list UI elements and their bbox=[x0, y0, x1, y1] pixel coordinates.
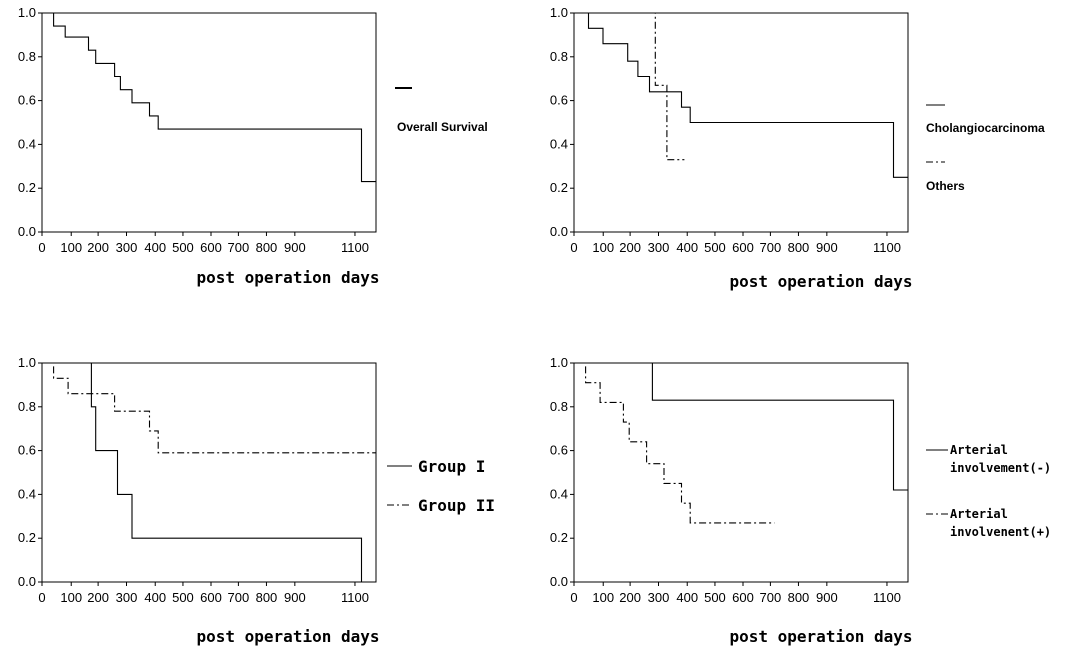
y-tick-label: 1.0 bbox=[18, 355, 36, 370]
x-tick-label: 100 bbox=[60, 240, 82, 255]
series-line-2 bbox=[42, 362, 376, 454]
x-tick-label: 500 bbox=[172, 240, 194, 255]
legend-label-1: Cholangiocarcinoma bbox=[926, 121, 1045, 135]
x-tick-label: 600 bbox=[732, 590, 754, 605]
x-tick-label: 700 bbox=[760, 590, 782, 605]
series-line-1 bbox=[42, 12, 376, 183]
x-tick-label: 600 bbox=[200, 240, 222, 255]
x-axis-label: post operation days bbox=[196, 627, 379, 646]
x-tick-label: 0 bbox=[570, 590, 577, 605]
y-tick-label: 0.8 bbox=[550, 49, 568, 64]
y-tick-label: 0.2 bbox=[550, 180, 568, 195]
x-tick-label: 300 bbox=[648, 590, 670, 605]
x-tick-label: 700 bbox=[228, 240, 250, 255]
x-tick-label: 400 bbox=[144, 590, 166, 605]
x-axis-label: post operation days bbox=[729, 627, 912, 646]
series-line-1 bbox=[42, 362, 363, 582]
y-tick-label: 0.8 bbox=[550, 399, 568, 414]
x-tick-label: 400 bbox=[676, 590, 698, 605]
y-tick-label: 0.0 bbox=[550, 224, 568, 239]
x-tick-label: 200 bbox=[619, 240, 641, 255]
x-tick-label: 700 bbox=[228, 590, 250, 605]
plot-frame bbox=[41, 362, 377, 583]
x-tick-label: 1100 bbox=[341, 590, 369, 605]
series-line-1 bbox=[574, 12, 908, 178]
x-tick-label: 600 bbox=[732, 240, 754, 255]
series-line-2 bbox=[574, 362, 775, 524]
y-tick-label: 0.8 bbox=[18, 399, 36, 414]
x-tick-label: 0 bbox=[570, 240, 577, 255]
x-tick-label: 700 bbox=[760, 240, 782, 255]
x-tick-label: 100 bbox=[592, 590, 614, 605]
x-tick-label: 400 bbox=[676, 240, 698, 255]
x-tick-label: 900 bbox=[284, 240, 306, 255]
y-tick-label: 0.8 bbox=[18, 49, 36, 64]
series-line-1 bbox=[574, 362, 908, 491]
y-tick-label: 0.0 bbox=[18, 224, 36, 239]
legend-label-2: involvenent(+) bbox=[950, 525, 1051, 539]
legend-label-2: Others bbox=[926, 179, 965, 193]
x-tick-label: 800 bbox=[256, 240, 278, 255]
chart-panel-4: 1.0 0.8 0.6 0.4 0.2 0.00 100 200 300 400 500 600 700… bbox=[550, 355, 1051, 646]
x-tick-label: 0 bbox=[38, 240, 45, 255]
x-tick-label: 100 bbox=[60, 590, 82, 605]
x-tick-label: 200 bbox=[87, 590, 109, 605]
x-tick-label: 300 bbox=[116, 590, 138, 605]
plot-frame bbox=[573, 362, 909, 583]
x-tick-label: 1100 bbox=[341, 240, 369, 255]
x-tick-label: 900 bbox=[816, 240, 838, 255]
y-tick-label: 0.2 bbox=[18, 180, 36, 195]
legend-label-1: involvement(-) bbox=[950, 461, 1051, 475]
y-tick-label: 0.2 bbox=[18, 530, 36, 545]
x-tick-label: 400 bbox=[144, 240, 166, 255]
y-tick-label: 0.4 bbox=[550, 486, 568, 501]
legend-label-1: Arterial bbox=[950, 443, 1008, 457]
x-tick-label: 200 bbox=[619, 590, 641, 605]
x-tick-label: 500 bbox=[704, 590, 726, 605]
y-tick-label: 0.6 bbox=[18, 93, 36, 108]
plot-frame bbox=[41, 12, 377, 233]
y-tick-label: 1.0 bbox=[550, 355, 568, 370]
y-tick-label: 0.4 bbox=[550, 136, 568, 151]
x-tick-label: 800 bbox=[788, 240, 810, 255]
x-tick-label: 0 bbox=[38, 590, 45, 605]
chart-panel-1: 1.0 0.8 0.6 0.4 0.2 0.00 100 200 300 400 500 600 700… bbox=[18, 5, 488, 287]
y-tick-label: 0.2 bbox=[550, 530, 568, 545]
legend-label-1: Group I bbox=[418, 457, 485, 476]
y-tick-label: 0.6 bbox=[550, 93, 568, 108]
x-tick-label: 300 bbox=[116, 240, 138, 255]
x-tick-label: 100 bbox=[592, 240, 614, 255]
x-tick-label: 500 bbox=[704, 240, 726, 255]
x-tick-label: 800 bbox=[788, 590, 810, 605]
chart-panel-2: 1.0 0.8 0.6 0.4 0.2 0.00 100 200 300 400 500 600 700… bbox=[550, 5, 1045, 291]
y-tick-label: 0.4 bbox=[18, 136, 36, 151]
y-tick-label: 0.6 bbox=[18, 443, 36, 458]
x-tick-label: 1100 bbox=[873, 240, 901, 255]
x-axis-label: post operation days bbox=[729, 272, 912, 291]
plot-frame bbox=[573, 12, 909, 233]
x-tick-label: 1100 bbox=[873, 590, 901, 605]
chart-panel-3: 1.0 0.8 0.6 0.4 0.2 0.00 100 200 300 400 500 600 700… bbox=[18, 355, 495, 646]
legend-label-2: Arterial bbox=[950, 507, 1008, 521]
x-tick-label: 900 bbox=[284, 590, 306, 605]
y-tick-label: 0.4 bbox=[18, 486, 36, 501]
x-tick-label: 900 bbox=[816, 590, 838, 605]
legend-label-1: Overall Survival bbox=[397, 120, 488, 134]
x-tick-label: 300 bbox=[648, 240, 670, 255]
x-tick-label: 200 bbox=[87, 240, 109, 255]
y-tick-label: 1.0 bbox=[550, 5, 568, 20]
x-tick-label: 600 bbox=[200, 590, 222, 605]
series-line-2 bbox=[574, 12, 685, 161]
x-tick-label: 800 bbox=[256, 590, 278, 605]
legend-label-2: Group II bbox=[418, 496, 495, 515]
x-axis-label: post operation days bbox=[196, 268, 379, 287]
y-tick-label: 0.6 bbox=[550, 443, 568, 458]
y-tick-label: 0.0 bbox=[18, 574, 36, 589]
y-tick-label: 0.0 bbox=[550, 574, 568, 589]
y-tick-label: 1.0 bbox=[18, 5, 36, 20]
x-tick-label: 500 bbox=[172, 590, 194, 605]
